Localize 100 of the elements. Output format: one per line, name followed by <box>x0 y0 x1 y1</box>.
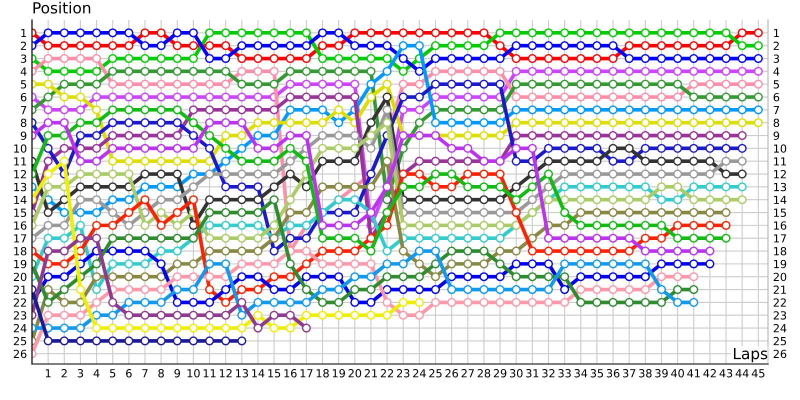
point <box>108 41 118 50</box>
point <box>398 54 408 64</box>
point <box>156 105 166 114</box>
point <box>496 80 505 89</box>
point <box>640 105 650 114</box>
point <box>140 131 150 140</box>
point <box>382 54 392 64</box>
point <box>656 66 666 76</box>
point <box>479 285 488 294</box>
point <box>447 92 456 102</box>
point <box>479 298 488 307</box>
point <box>496 234 505 243</box>
point <box>656 144 666 153</box>
point <box>60 144 69 153</box>
point <box>705 131 714 140</box>
point <box>463 118 472 128</box>
point <box>689 298 698 307</box>
point <box>463 92 472 102</box>
point <box>430 259 440 268</box>
point <box>673 118 682 128</box>
point <box>414 310 424 320</box>
point <box>286 298 295 307</box>
point <box>253 259 262 268</box>
point <box>44 234 53 243</box>
point <box>60 208 69 218</box>
point <box>560 234 570 243</box>
point <box>286 324 295 333</box>
point <box>430 246 440 256</box>
point <box>350 272 360 282</box>
x-tick-label: 15 <box>268 369 280 378</box>
x-tick-label: 23 <box>396 369 410 378</box>
point <box>754 80 763 89</box>
x-tick-label: 30 <box>510 369 523 378</box>
point <box>366 144 376 153</box>
point <box>172 105 182 114</box>
point <box>221 324 230 333</box>
point <box>92 92 102 102</box>
point <box>722 156 731 166</box>
x-tick-label: 29 <box>494 369 506 378</box>
point <box>673 234 682 243</box>
point <box>722 131 731 140</box>
point <box>270 298 279 307</box>
point <box>221 182 230 192</box>
point <box>221 234 230 243</box>
point <box>738 156 747 166</box>
x-tick-label: 35 <box>590 369 604 378</box>
point <box>172 336 182 346</box>
point <box>512 54 521 64</box>
point <box>156 324 166 333</box>
point <box>705 118 714 128</box>
point <box>60 220 69 230</box>
point <box>286 80 295 89</box>
point <box>253 105 262 114</box>
point <box>270 259 279 268</box>
point <box>398 285 408 294</box>
point <box>350 246 360 256</box>
point <box>92 28 102 38</box>
point <box>140 28 150 38</box>
point <box>592 54 602 64</box>
point <box>44 156 53 166</box>
point <box>544 105 554 114</box>
point <box>447 259 456 268</box>
point <box>205 234 214 243</box>
point <box>156 259 166 268</box>
point <box>124 195 134 204</box>
point <box>140 182 150 192</box>
point <box>270 220 279 230</box>
point <box>414 246 424 256</box>
point <box>624 285 634 294</box>
point <box>656 234 666 243</box>
point <box>398 92 408 102</box>
point <box>656 220 666 230</box>
point <box>479 259 488 268</box>
y-tick-label: 26 <box>14 350 26 358</box>
point <box>44 54 53 64</box>
point <box>447 298 456 307</box>
point <box>430 170 440 179</box>
point <box>366 246 376 256</box>
point <box>286 54 295 64</box>
point <box>188 144 198 153</box>
point <box>318 259 328 268</box>
point <box>382 246 392 256</box>
point <box>205 259 214 268</box>
point <box>124 105 134 114</box>
point <box>560 118 570 128</box>
point <box>221 131 230 140</box>
point <box>512 182 521 192</box>
point <box>140 310 150 320</box>
point <box>286 131 295 140</box>
point <box>237 41 246 50</box>
point <box>544 80 554 89</box>
point <box>398 80 408 89</box>
y-tick-label: 5 <box>20 80 26 89</box>
y-tick-label: 21 <box>14 286 26 294</box>
point <box>624 54 634 64</box>
point <box>414 220 424 230</box>
point <box>689 105 698 114</box>
point <box>205 310 214 320</box>
point <box>544 170 554 179</box>
point <box>253 66 262 76</box>
